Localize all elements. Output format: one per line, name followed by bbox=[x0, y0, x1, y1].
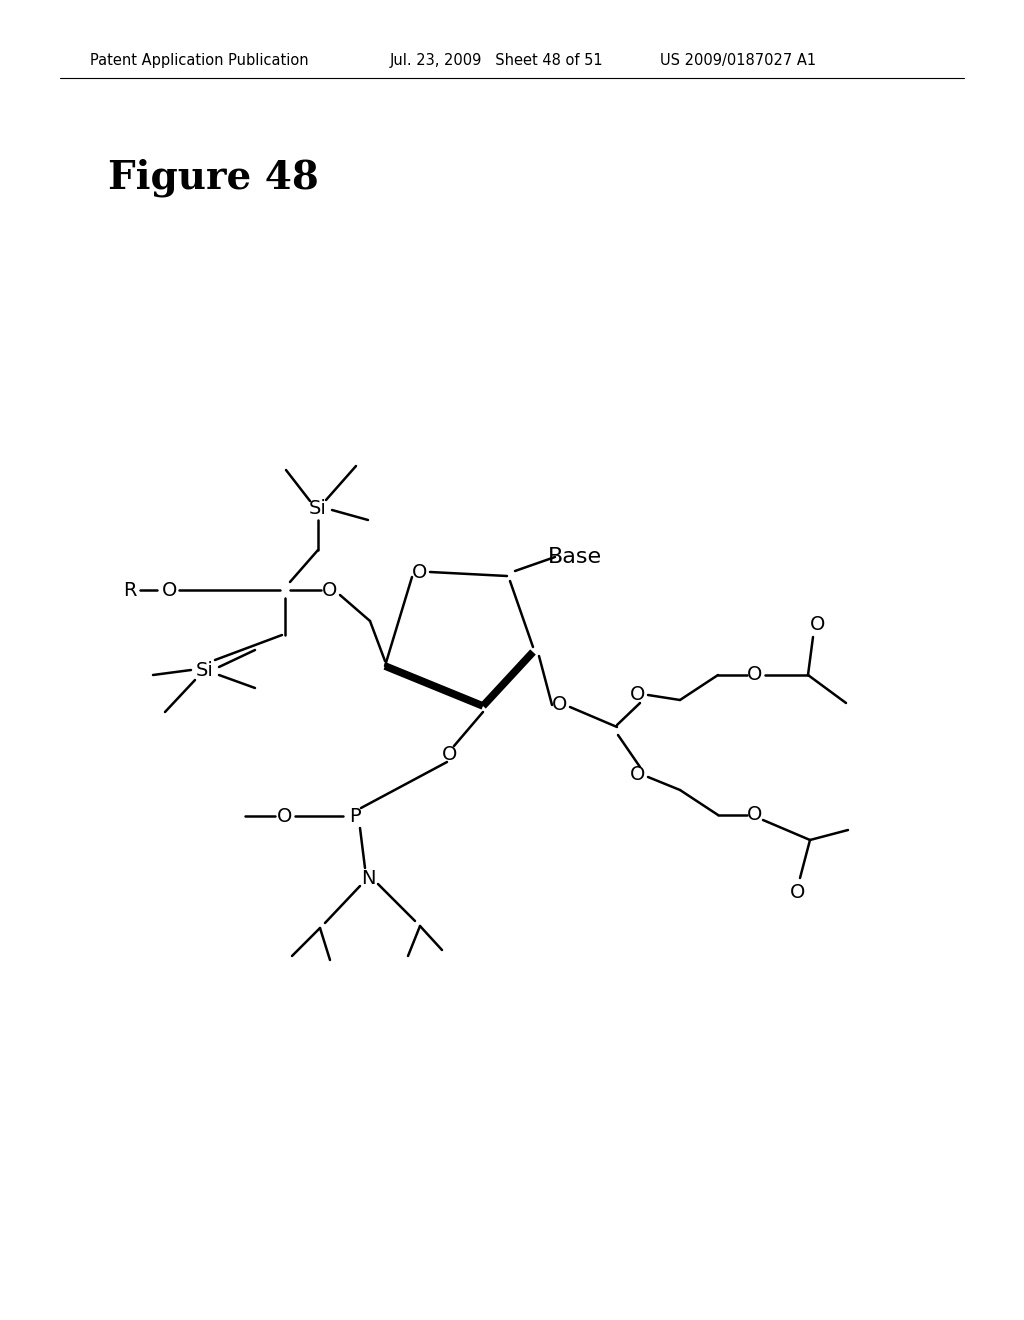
Text: O: O bbox=[442, 744, 458, 763]
Text: O: O bbox=[413, 562, 428, 582]
Text: US 2009/0187027 A1: US 2009/0187027 A1 bbox=[660, 53, 816, 67]
Text: Figure 48: Figure 48 bbox=[108, 158, 318, 197]
Text: O: O bbox=[552, 696, 567, 714]
Text: O: O bbox=[631, 766, 646, 784]
Text: R: R bbox=[123, 581, 137, 599]
Text: P: P bbox=[349, 807, 360, 825]
Text: Patent Application Publication: Patent Application Publication bbox=[90, 53, 308, 67]
Text: O: O bbox=[323, 581, 338, 599]
Text: O: O bbox=[791, 883, 806, 902]
Text: O: O bbox=[748, 805, 763, 825]
Text: Si: Si bbox=[196, 660, 214, 680]
Text: O: O bbox=[163, 581, 178, 599]
Text: N: N bbox=[360, 869, 375, 887]
Text: Base: Base bbox=[548, 546, 602, 568]
Text: O: O bbox=[748, 665, 763, 685]
Text: O: O bbox=[810, 615, 825, 635]
Text: Si: Si bbox=[309, 499, 327, 517]
Text: O: O bbox=[278, 807, 293, 825]
Text: O: O bbox=[631, 685, 646, 705]
Text: Jul. 23, 2009   Sheet 48 of 51: Jul. 23, 2009 Sheet 48 of 51 bbox=[390, 53, 603, 67]
